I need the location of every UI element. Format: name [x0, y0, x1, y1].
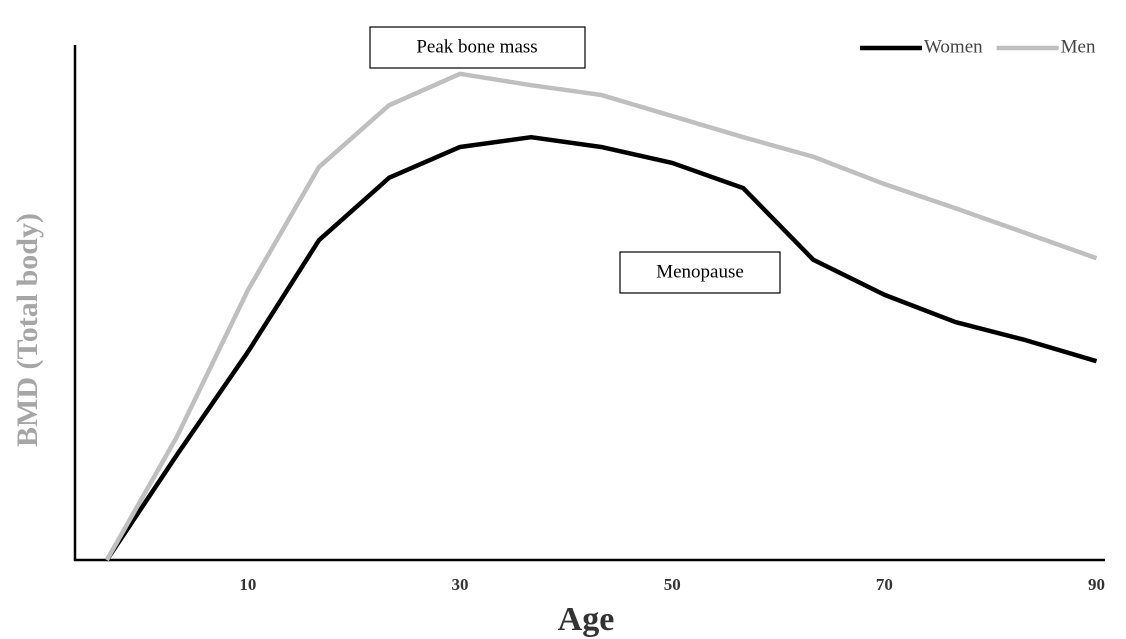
series-line: [104, 134, 1098, 562]
legend-label: Women: [924, 36, 983, 57]
x-tick-label: 10: [239, 575, 256, 594]
y-axis-label: BMD (Total body): [11, 213, 44, 447]
x-tick-label: 50: [664, 575, 681, 594]
x-tick-label: 90: [1088, 575, 1105, 594]
legend-label: Men: [1061, 36, 1096, 57]
annotation-box: [369, 26, 586, 69]
annotation-box: [619, 251, 781, 294]
x-axis-label: Age: [558, 601, 615, 638]
series-line: [104, 71, 1098, 562]
x-tick-label: 30: [452, 575, 469, 594]
x-tick-label: 70: [876, 575, 893, 594]
annotation: Menopause: [656, 261, 744, 282]
annotation: Peak bone mass: [416, 36, 537, 57]
